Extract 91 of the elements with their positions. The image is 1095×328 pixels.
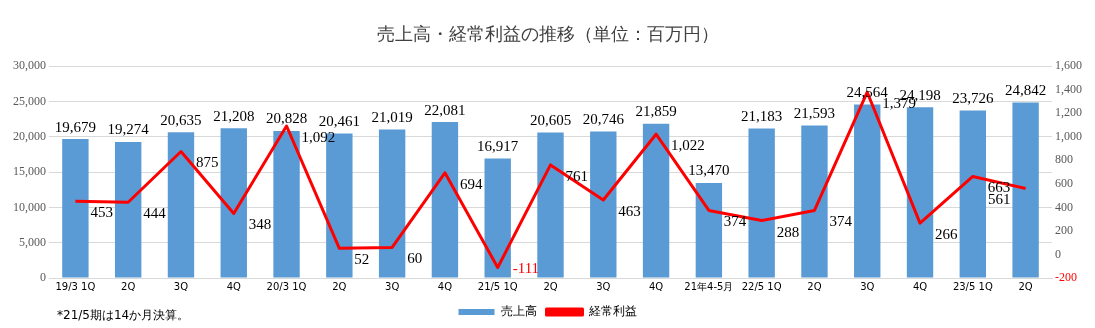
y2-tick-label: 1,400 (1055, 81, 1082, 96)
data-label: 13,470 (688, 162, 730, 179)
x-tick-label: 4Q (437, 280, 453, 292)
data-label: 20,635 (160, 111, 202, 128)
data-label: 1,092 (301, 128, 336, 145)
data-label: 60 (407, 250, 423, 267)
data-label: 20,828 (265, 110, 308, 127)
data-label: 19,274 (107, 121, 150, 138)
data-label: 288 (776, 223, 800, 240)
bar (167, 132, 195, 278)
data-label: 374 (829, 213, 853, 230)
bar (273, 130, 300, 278)
bar (114, 141, 142, 278)
bar (220, 128, 247, 278)
legend-label: 経常利益 (587, 304, 637, 319)
bar (1012, 102, 1039, 278)
bar (590, 131, 617, 278)
y-tick-label: 0 (40, 270, 46, 285)
data-label: 348 (248, 216, 272, 233)
y2-tick-label: 800 (1055, 152, 1073, 167)
bar (959, 110, 987, 278)
bar (801, 125, 828, 278)
x-tick-label: 3Q (860, 280, 875, 292)
bar (854, 104, 881, 278)
data-label: 444 (143, 205, 167, 222)
x-tick-label: 2Q (332, 280, 347, 292)
y2-tick-label: 600 (1055, 176, 1073, 191)
data-label: 20,461 (318, 112, 360, 129)
bar (537, 132, 564, 278)
data-label: 23,726 (952, 89, 994, 106)
bar (642, 123, 670, 278)
data-label: 694 (459, 175, 483, 192)
y-tick-label: 15,000 (13, 164, 46, 179)
data-label: 24,842 (1004, 82, 1047, 99)
y-tick-label: 10,000 (13, 199, 46, 214)
bar (484, 158, 511, 278)
data-label: 16,917 (477, 138, 519, 154)
y-tick-label: 20,000 (13, 128, 46, 143)
data-label: 875 (195, 154, 219, 171)
y2-tick-label: 1,000 (1055, 128, 1082, 143)
x-tick-label: 2Q (807, 280, 822, 292)
y2-tick-label: 1,200 (1055, 105, 1082, 120)
data-label: 21,208 (213, 107, 255, 124)
bar (748, 128, 775, 278)
data-label: 22,081 (424, 101, 466, 118)
x-tick-label: 3Q (596, 280, 611, 292)
bar (431, 122, 459, 278)
data-label: 21,593 (793, 104, 836, 121)
bar (378, 129, 406, 278)
x-tick-label: 23/5 1Q (952, 280, 993, 292)
legend-label: 売上高 (500, 304, 537, 319)
x-tick-label: 2Q (121, 280, 136, 292)
x-tick-label: 4Q (226, 280, 242, 292)
x-tick-label: 20/3 1Q (266, 280, 307, 292)
data-label: 20,746 (582, 110, 625, 127)
chart-title: 売上高・経常利益の推移（単位：百万円） (375, 22, 720, 46)
y2-tick-label: 200 (1055, 223, 1073, 238)
x-tick-label: 3Q (385, 280, 400, 292)
data-label: 561 (988, 191, 1011, 208)
x-tick-label: 19/3 1Q (55, 280, 96, 292)
bar (62, 139, 89, 278)
data-label: 21,019 (371, 109, 413, 126)
data-label: 1,022 (671, 137, 705, 154)
x-tick-label: 21年4-5月 (684, 280, 734, 292)
data-label: 21,183 (741, 107, 783, 124)
x-tick-label: 4Q (648, 280, 664, 292)
bar (695, 182, 723, 278)
text: *21/5期は14か月決算。 (57, 307, 190, 324)
y2-tick-label: 0 (1055, 246, 1061, 261)
data-label: 21,859 (635, 103, 677, 120)
x-tick-label: 2Q (543, 280, 558, 292)
data-label: 266 (935, 226, 959, 243)
data-label: 463 (618, 202, 641, 219)
x-tick-label: 22/5 1Q (741, 280, 782, 292)
x-tick-label: 4Q (912, 280, 928, 292)
y-tick-label: 25,000 (13, 93, 46, 108)
x-tick-label: 21/5 1Q (477, 280, 518, 292)
data-label: 453 (90, 204, 113, 221)
data-label: 374 (723, 213, 747, 230)
data-label: 52 (354, 251, 370, 268)
data-label: 761 (565, 167, 588, 184)
y2-tick-label: 400 (1055, 199, 1073, 214)
y-tick-label: 30,000 (13, 58, 46, 73)
x-tick-label: 3Q (173, 280, 189, 292)
y2-tick-label: -200 (1055, 270, 1077, 285)
data-label: -111 (512, 259, 540, 276)
y2-tick-label: 1,600 (1055, 58, 1082, 73)
x-tick-label: 2Q (1018, 280, 1033, 292)
data-label: 20,605 (529, 111, 572, 128)
y-tick-label: 5,000 (19, 234, 46, 249)
data-label: 19,679 (54, 118, 97, 135)
